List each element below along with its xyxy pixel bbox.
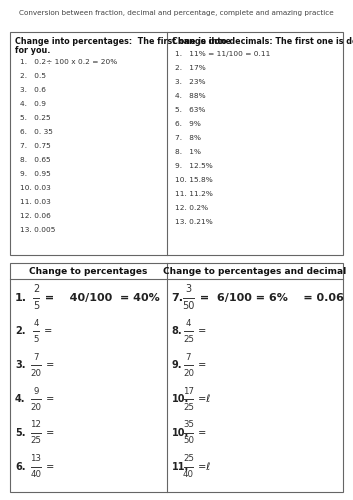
Text: =: = bbox=[195, 326, 207, 336]
Text: 50: 50 bbox=[183, 436, 194, 446]
Text: Change to percentages: Change to percentages bbox=[29, 266, 148, 276]
Text: 5.: 5. bbox=[15, 428, 25, 438]
Text: 12: 12 bbox=[30, 420, 42, 430]
Text: 8.   0.65: 8. 0.65 bbox=[20, 157, 50, 163]
Bar bbox=[10, 263, 343, 492]
Text: 13. 0.21%: 13. 0.21% bbox=[174, 219, 212, 225]
Text: 12. 0.06: 12. 0.06 bbox=[20, 213, 51, 219]
Text: =: = bbox=[41, 326, 52, 336]
Text: =ℓ: =ℓ bbox=[195, 462, 210, 472]
Text: 40: 40 bbox=[30, 470, 42, 480]
Text: 5.   63%: 5. 63% bbox=[174, 107, 205, 113]
Text: 9.: 9. bbox=[172, 360, 182, 370]
Text: 8.   1%: 8. 1% bbox=[174, 149, 201, 155]
Text: 2: 2 bbox=[33, 284, 39, 294]
Text: 3.   23%: 3. 23% bbox=[174, 79, 205, 85]
Bar bbox=[10, 32, 343, 255]
Text: 20: 20 bbox=[183, 369, 194, 378]
Text: 25: 25 bbox=[183, 402, 194, 411]
Text: 4: 4 bbox=[186, 319, 191, 328]
Text: 2.   17%: 2. 17% bbox=[174, 65, 205, 71]
Text: 25: 25 bbox=[183, 335, 194, 344]
Text: =  6/100 = 6%    = 0.06: = 6/100 = 6% = 0.06 bbox=[196, 292, 343, 302]
Text: 5: 5 bbox=[33, 301, 39, 311]
Text: 2.   0.5: 2. 0.5 bbox=[20, 73, 46, 79]
Text: 20: 20 bbox=[30, 369, 42, 378]
Text: 35: 35 bbox=[183, 420, 194, 430]
Text: 3.: 3. bbox=[15, 360, 25, 370]
Text: 10.: 10. bbox=[172, 428, 189, 438]
Text: 6.   9%: 6. 9% bbox=[174, 121, 201, 127]
Text: 25: 25 bbox=[30, 436, 42, 446]
Text: 1.: 1. bbox=[15, 292, 27, 302]
Text: 4: 4 bbox=[33, 319, 39, 328]
Text: 40: 40 bbox=[183, 470, 194, 480]
Text: for you.: for you. bbox=[15, 46, 50, 55]
Text: 4.: 4. bbox=[15, 394, 25, 404]
Text: =ℓ: =ℓ bbox=[195, 394, 210, 404]
Text: =: = bbox=[195, 360, 207, 370]
Text: 5: 5 bbox=[33, 335, 39, 344]
Text: 7.: 7. bbox=[172, 292, 184, 302]
Text: Change to percentages and decimal: Change to percentages and decimal bbox=[163, 266, 346, 276]
Text: 9.   0.95: 9. 0.95 bbox=[20, 171, 51, 177]
Text: 6.: 6. bbox=[15, 462, 25, 472]
Text: 10. 15.8%: 10. 15.8% bbox=[174, 177, 212, 183]
Text: 25: 25 bbox=[183, 454, 194, 464]
Text: 7: 7 bbox=[33, 353, 39, 362]
Text: 10. 0.03: 10. 0.03 bbox=[20, 185, 51, 191]
Text: =: = bbox=[195, 428, 207, 438]
Text: 6.   0. 35: 6. 0. 35 bbox=[20, 129, 53, 135]
Text: 13. 0.005: 13. 0.005 bbox=[20, 227, 55, 233]
Text: =: = bbox=[43, 394, 54, 404]
Text: 1.   11% = 11/100 = 0.11: 1. 11% = 11/100 = 0.11 bbox=[174, 51, 270, 57]
Text: 17: 17 bbox=[183, 386, 194, 396]
Text: 2.: 2. bbox=[15, 326, 25, 336]
Text: 9.   12.5%: 9. 12.5% bbox=[174, 163, 212, 169]
Text: =    40/100  = 40%: = 40/100 = 40% bbox=[41, 292, 160, 302]
Text: 20: 20 bbox=[30, 402, 42, 411]
Text: 12. 0.2%: 12. 0.2% bbox=[174, 205, 208, 211]
Text: 3: 3 bbox=[185, 284, 192, 294]
Text: 8.: 8. bbox=[172, 326, 182, 336]
Text: Change into decimals: The first one is done for you.: Change into decimals: The first one is d… bbox=[172, 37, 353, 46]
Text: 13: 13 bbox=[30, 454, 42, 464]
Text: 11.: 11. bbox=[172, 462, 189, 472]
Text: 4.   0.9: 4. 0.9 bbox=[20, 101, 46, 107]
Text: 10.: 10. bbox=[172, 394, 189, 404]
Text: 7: 7 bbox=[186, 353, 191, 362]
Text: 4.   88%: 4. 88% bbox=[174, 93, 205, 99]
Text: Change into percentages:  The first one is done: Change into percentages: The first one i… bbox=[15, 37, 231, 46]
Text: 3.   0.6: 3. 0.6 bbox=[20, 87, 46, 93]
Text: 11. 11.2%: 11. 11.2% bbox=[174, 191, 213, 197]
Text: 9: 9 bbox=[33, 386, 39, 396]
Text: 1.   0.2÷ 100 x 0.2 = 20%: 1. 0.2÷ 100 x 0.2 = 20% bbox=[20, 59, 117, 65]
Text: 11. 0.03: 11. 0.03 bbox=[20, 199, 51, 205]
Text: 50: 50 bbox=[182, 301, 195, 311]
Text: 7.   0.75: 7. 0.75 bbox=[20, 143, 51, 149]
Text: 7.   8%: 7. 8% bbox=[174, 135, 201, 141]
Text: Conversion between fraction, decimal and percentage, complete and amazing practi: Conversion between fraction, decimal and… bbox=[19, 10, 333, 16]
Text: 5.   0.25: 5. 0.25 bbox=[20, 115, 50, 121]
Text: =: = bbox=[43, 428, 54, 438]
Text: =: = bbox=[43, 360, 54, 370]
Text: =: = bbox=[43, 462, 54, 472]
